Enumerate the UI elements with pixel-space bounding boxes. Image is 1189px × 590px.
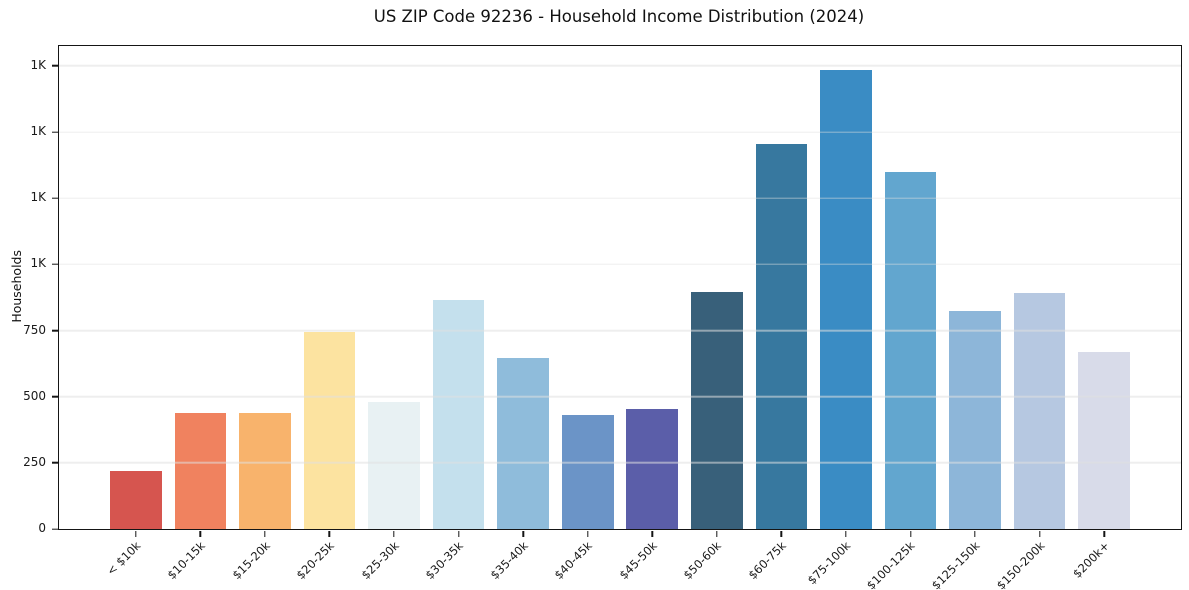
y-tick-label: 1K	[30, 190, 46, 205]
bar	[110, 470, 162, 529]
y-tick-mark	[52, 197, 58, 199]
x-tick-mark	[264, 531, 266, 537]
y-axis-labels: 0 250 500 750 1K 1K 1K 1K	[0, 45, 58, 534]
bar	[432, 300, 485, 529]
y-tick-label: 750	[23, 322, 46, 337]
x-tick-label: $30-35k	[422, 538, 467, 583]
x-tick-label: $20-25k	[293, 538, 337, 583]
bar	[820, 69, 872, 529]
x-tick-label: $100-125k	[864, 538, 918, 590]
gridline	[59, 329, 1181, 332]
y-tick-label: 1K	[30, 256, 46, 271]
bar	[755, 143, 808, 529]
x-tick-mark	[716, 531, 718, 537]
bar	[561, 415, 614, 529]
x-tick-mark	[1103, 531, 1105, 537]
x-tick-mark	[199, 531, 202, 537]
x-tick-label: $150-200k	[993, 538, 1048, 590]
bar	[174, 412, 227, 529]
y-tick-label: 500	[23, 388, 46, 403]
gridline	[59, 65, 1181, 67]
gridline	[59, 462, 1181, 464]
x-tick-mark	[845, 531, 847, 537]
x-tick-mark	[651, 531, 653, 537]
bar	[368, 401, 420, 529]
bar	[626, 409, 679, 529]
bar	[497, 358, 549, 529]
x-tick-mark	[587, 531, 589, 537]
y-tick-mark	[52, 395, 58, 398]
x-tick-label: $25-30k	[358, 538, 402, 583]
x-tick-label: $40-45k	[551, 538, 596, 583]
x-tick-mark	[909, 531, 912, 537]
x-tick-label: $15-20k	[228, 538, 273, 583]
x-tick-mark	[522, 531, 524, 537]
gridline	[59, 263, 1181, 266]
x-tick-mark	[1038, 531, 1041, 537]
x-tick-mark	[457, 531, 460, 537]
x-tick-mark	[780, 531, 783, 537]
plot-area	[52, 45, 1182, 537]
x-tick-label: $35-40k	[487, 538, 531, 583]
bar	[884, 171, 937, 529]
y-tick-label: 0	[38, 521, 46, 535]
y-tick-mark	[52, 329, 58, 332]
x-tick-label: $50-60k	[680, 538, 725, 583]
gridline	[59, 395, 1181, 398]
x-tick-label: $60-75k	[745, 538, 789, 583]
y-tick-mark	[52, 528, 58, 530]
x-tick-label: $200k+	[1069, 538, 1112, 581]
x-axis-labels: < $10k $10-15k $15-20k $20-25k $25-30k $30-35…	[58, 528, 1180, 590]
y-tick-mark	[52, 263, 58, 266]
x-tick-label: $10-15k	[164, 538, 208, 583]
bar	[691, 292, 743, 529]
y-tick-mark	[52, 65, 58, 67]
bar	[1013, 292, 1066, 529]
gridline	[59, 197, 1181, 199]
bar	[303, 331, 356, 529]
y-tick-mark	[52, 462, 58, 464]
bar	[1078, 352, 1130, 529]
bar	[949, 310, 1001, 529]
x-tick-mark	[135, 531, 137, 537]
y-tick-label: 1K	[30, 124, 46, 139]
bar	[239, 413, 291, 529]
y-tick-mark	[52, 131, 58, 133]
x-tick-label: $125-150k	[928, 538, 983, 590]
gridline	[59, 131, 1181, 133]
x-tick-mark	[974, 531, 976, 537]
y-tick-label: 250	[23, 454, 46, 469]
x-tick-mark	[328, 531, 331, 537]
x-tick-mark	[393, 531, 395, 537]
chart-title: US ZIP Code 92236 - Household Income Dis…	[373, 7, 865, 26]
x-tick-label: $75-100k	[804, 538, 854, 588]
y-tick-label: 1K	[30, 57, 46, 72]
x-tick-label: $45-50k	[616, 538, 660, 583]
x-tick-label: < $10k	[103, 538, 144, 579]
